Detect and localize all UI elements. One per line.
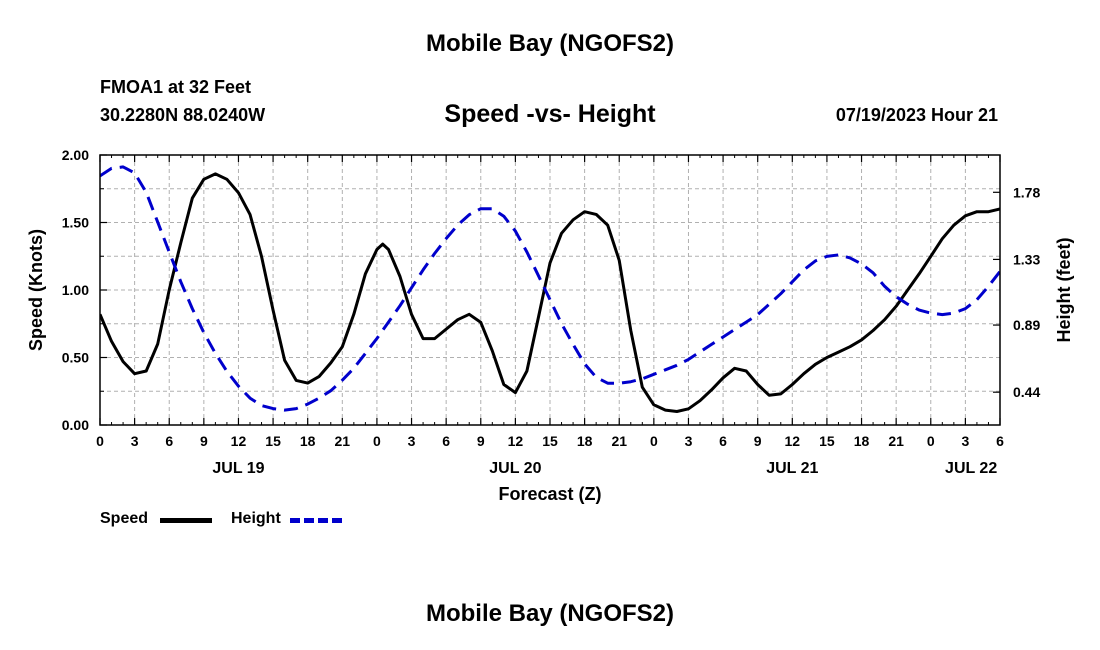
x-tick-label: 0 (373, 433, 381, 449)
x-tick-label: 9 (754, 433, 762, 449)
legend-swatch-speed (160, 518, 212, 523)
x-tick-label: 21 (611, 433, 627, 449)
x-tick-label: 6 (719, 433, 727, 449)
x-tick-label: 3 (961, 433, 969, 449)
x-tick-label: 12 (231, 433, 247, 449)
legend-label-speed: Speed (100, 510, 149, 527)
x-tick-label: 15 (819, 433, 835, 449)
series-line-height (100, 165, 1000, 412)
date-label: JUL 19 (212, 460, 264, 477)
x-tick-label: 12 (508, 433, 524, 449)
x-tick-label: 12 (785, 433, 801, 449)
x-tick-label: 18 (577, 433, 593, 449)
y-axis-title-left: Speed (Knots) (26, 229, 46, 351)
x-tick-label: 6 (996, 433, 1004, 449)
y-tick-label-right: 1.78 (1013, 184, 1040, 200)
x-tick-label: 0 (96, 433, 104, 449)
x-tick-label: 0 (650, 433, 658, 449)
y-tick-label-left: 2.00 (62, 147, 89, 163)
station-label: FMOA1 at 32 Feet (100, 77, 252, 97)
x-tick-label: 18 (300, 433, 316, 449)
legend-swatch-height (290, 518, 342, 523)
x-tick-label: 21 (888, 433, 904, 449)
y-tick-label-left: 1.00 (62, 282, 89, 298)
forecast-datetime: 07/19/2023 Hour 21 (835, 105, 998, 125)
x-tick-label: 9 (477, 433, 485, 449)
x-axis-title: Forecast (Z) (498, 484, 601, 504)
chart-title-bottom: Mobile Bay (NGOFS2) (425, 600, 675, 627)
y-tick-label-left: 0.00 (62, 417, 89, 433)
x-tick-label: 9 (200, 433, 208, 449)
y-tick-label-right: 0.44 (1013, 384, 1040, 400)
y-axis-title-right: Height (feet) (1054, 238, 1074, 343)
x-tick-label: 3 (685, 433, 693, 449)
coordinates-label: 30.2280N 88.0240W (100, 105, 266, 125)
x-tick-label: 15 (265, 433, 281, 449)
x-tick-label: 3 (131, 433, 139, 449)
chart-subtitle: Speed -vs- Height (444, 100, 656, 128)
x-tick-label: 0 (927, 433, 935, 449)
x-tick-label: 6 (442, 433, 450, 449)
y-tick-label-right: 1.33 (1013, 251, 1040, 267)
x-tick-label: 21 (335, 433, 351, 449)
y-tick-label-left: 0.50 (62, 350, 89, 366)
date-label: JUL 21 (766, 460, 818, 477)
y-tick-label-left: 1.50 (62, 215, 89, 231)
x-tick-label: 6 (165, 433, 173, 449)
x-tick-label: 18 (854, 433, 870, 449)
y-tick-label-right: 0.89 (1013, 317, 1040, 333)
x-tick-label: 15 (542, 433, 558, 449)
x-tick-label: 3 (408, 433, 416, 449)
legend-label-height: Height (231, 510, 281, 527)
date-label: JUL 20 (489, 460, 541, 477)
chart-title-top: Mobile Bay (NGOFS2) (425, 30, 675, 57)
date-label: JUL 22 (945, 460, 997, 477)
